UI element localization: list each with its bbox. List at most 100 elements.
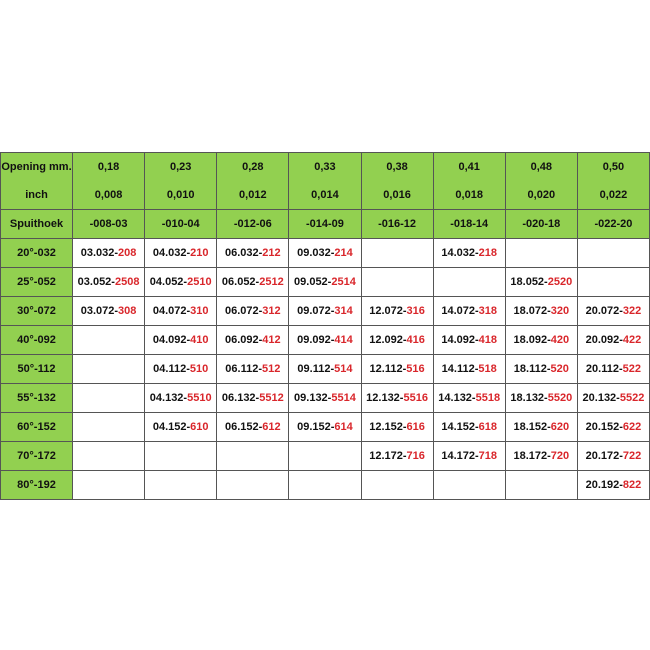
part-number-cell: 18.172-720	[504, 441, 578, 471]
part-number-cell: 06.032-212	[216, 238, 290, 268]
inch-label: inch	[0, 181, 73, 210]
part-suffix: 2508	[114, 276, 140, 288]
part-number-cell: 06.132-5512	[216, 383, 290, 413]
inch-value: 0,018	[432, 181, 506, 210]
part-prefix: 09.052-	[294, 276, 332, 288]
part-prefix: 14.092-	[441, 334, 479, 346]
part-prefix: 18.052-	[510, 276, 548, 288]
part-prefix: 09.112-	[297, 363, 335, 375]
part-number-cell	[576, 238, 650, 268]
angle-cell: 60°-152	[0, 412, 73, 442]
part-prefix: 04.032-	[152, 247, 191, 259]
angle-header-row: Spuithoek -008-03 -010-04 -012-06 -014-09 -0…	[0, 209, 650, 239]
part-number-cell: 14.112-518	[432, 354, 506, 384]
part-suffix: 522	[622, 363, 641, 375]
part-number-cell	[71, 325, 146, 355]
part-prefix: 12.132-	[366, 392, 404, 404]
part-suffix: 620	[550, 421, 570, 433]
part-number-cell: 12.112-516	[360, 354, 434, 384]
part-suffix: 214	[334, 247, 353, 259]
part-suffix: 414	[334, 334, 353, 346]
inch-row: inch 0,008 0,010 0,012 0,014 0,016 0,018 0,020…	[0, 181, 650, 210]
table-row: 55°-132 04.132-5510 06.132-5512 09.132-5514…	[0, 383, 650, 413]
part-prefix: 09.072-	[297, 305, 335, 317]
part-suffix: 418	[478, 334, 498, 346]
part-prefix: 06.032-	[224, 247, 263, 259]
table-row: 25°-052 03.052-2508 04.052-2510 06.052-2512…	[0, 267, 650, 297]
part-prefix: 03.032-	[80, 247, 119, 259]
part-number-cell	[360, 267, 434, 297]
part-prefix: 18.152-	[513, 421, 551, 433]
part-prefix: 09.152-	[297, 421, 335, 433]
part-prefix: 06.052-	[221, 276, 260, 288]
part-number-cell: 06.112-512	[216, 354, 290, 384]
part-suffix: 610	[190, 421, 209, 433]
part-number-cell	[504, 238, 578, 268]
angle-label: Spuithoek	[0, 209, 73, 239]
part-number-cell	[216, 441, 290, 471]
part-prefix: 18.112-	[513, 363, 551, 375]
inch-value: 0,010	[144, 181, 218, 210]
part-number-cell: 04.052-2510	[144, 267, 218, 297]
part-number-cell: 04.152-610	[144, 412, 218, 442]
part-suffix: 5520	[547, 392, 573, 404]
opening-value: 0,41	[432, 152, 506, 181]
part-suffix: 614	[334, 421, 353, 433]
part-number-cell: 12.072-316	[360, 296, 434, 326]
part-suffix: 5518	[475, 392, 501, 404]
part-suffix: 314	[334, 305, 353, 317]
table-row: 50°-112 04.112-510 06.112-512 09.112-514 12.…	[0, 354, 650, 384]
part-suffix: 516	[406, 363, 425, 375]
nozzle-table: Opening mm. 0,18 0,23 0,28 0,33 0,38 0,41 0,48…	[0, 152, 650, 500]
table-row: 60°-152 04.152-610 06.152-612 09.152-614 12.…	[0, 412, 650, 442]
part-number-cell: 06.052-2512	[216, 267, 290, 297]
nozzle-code: -020-18	[504, 209, 578, 239]
part-prefix: 18.172-	[513, 450, 551, 462]
part-suffix: 312	[262, 305, 281, 317]
part-suffix: 310	[190, 305, 209, 317]
nozzle-code: -016-12	[360, 209, 434, 239]
part-number-cell: 04.112-510	[144, 354, 218, 384]
part-suffix: 716	[406, 450, 425, 462]
part-prefix: 14.032-	[441, 247, 479, 259]
table-row: 70°-172 12.172-716 14.172-718 18.172-720 20.…	[0, 441, 650, 471]
part-prefix: 20.152-	[585, 421, 623, 433]
part-prefix: 06.132-	[221, 392, 260, 404]
nozzle-code: -014-09	[288, 209, 362, 239]
part-prefix: 20.072-	[585, 305, 623, 317]
part-number-cell	[71, 441, 146, 471]
part-number-cell: 14.092-418	[432, 325, 506, 355]
inch-value: 0,016	[360, 181, 434, 210]
part-prefix: 20.112-	[585, 363, 623, 375]
table-row: 40°-092 04.092-410 06.092-412 09.092-414 12.…	[0, 325, 650, 355]
part-number-cell: 09.132-5514	[288, 383, 362, 413]
part-suffix: 622	[622, 421, 642, 433]
part-prefix: 09.032-	[297, 247, 335, 259]
nozzle-code: -012-06	[216, 209, 290, 239]
part-number-cell: 12.172-716	[360, 441, 434, 471]
part-number-cell	[360, 238, 434, 268]
part-prefix: 06.092-	[224, 334, 263, 346]
angle-cell: 30°-072	[0, 296, 73, 326]
part-suffix: 208	[118, 247, 137, 259]
part-number-cell: 18.072-320	[504, 296, 578, 326]
opening-value: 0,48	[504, 152, 578, 181]
part-suffix: 5510	[187, 392, 212, 404]
part-prefix: 20.172-	[585, 450, 623, 462]
part-prefix: 04.152-	[152, 421, 191, 433]
part-prefix: 09.092-	[297, 334, 335, 346]
part-number-cell: 18.132-5520	[504, 383, 578, 413]
part-number-cell: 12.152-616	[360, 412, 434, 442]
part-suffix: 416	[406, 334, 425, 346]
part-prefix: 18.072-	[513, 305, 551, 317]
part-suffix: 322	[622, 305, 642, 317]
part-number-cell	[144, 470, 218, 500]
part-number-cell: 20.092-422	[576, 325, 650, 355]
part-prefix: 14.172-	[441, 450, 479, 462]
part-number-cell: 03.052-2508	[71, 267, 146, 297]
part-number-cell: 09.032-214	[288, 238, 362, 268]
part-number-cell: 06.092-412	[216, 325, 290, 355]
part-number-cell: 20.152-622	[576, 412, 650, 442]
part-suffix: 316	[406, 305, 425, 317]
part-prefix: 12.092-	[369, 334, 407, 346]
